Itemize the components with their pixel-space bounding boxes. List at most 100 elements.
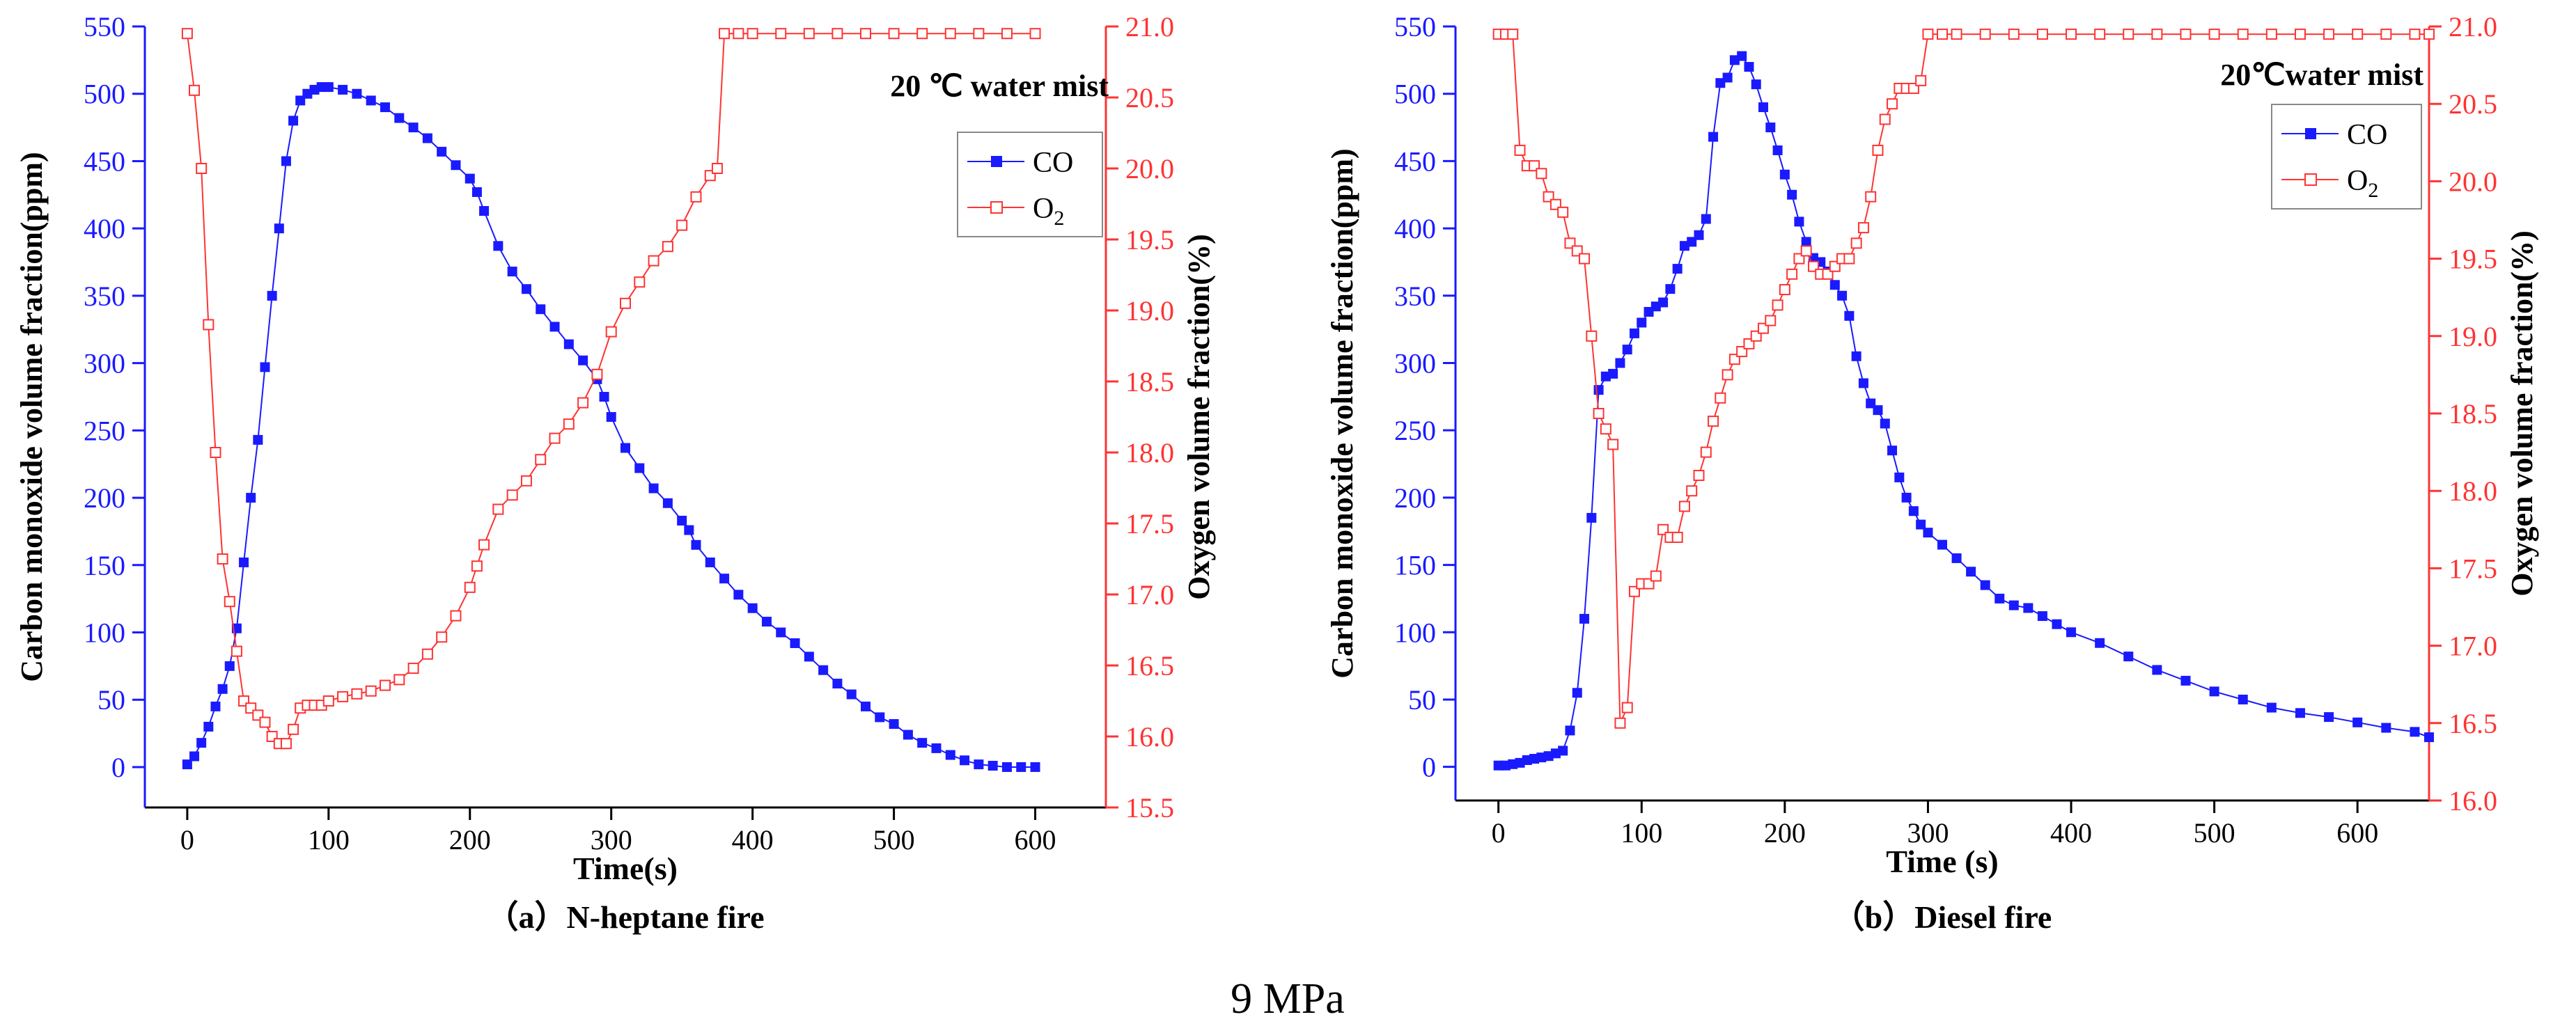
o2-point xyxy=(203,319,214,331)
o2-point xyxy=(747,28,758,40)
co-point xyxy=(804,652,814,662)
o2-line xyxy=(186,33,1036,745)
y-tick-label: 500 xyxy=(84,79,125,110)
y2-tick-label: 15.5 xyxy=(1125,792,1174,823)
co-point xyxy=(196,738,207,748)
y-tick-label: 150 xyxy=(84,550,125,581)
y2-tick-label: 18.0 xyxy=(1125,437,1174,468)
co-point xyxy=(1030,762,1040,772)
o2-point xyxy=(2151,29,2163,40)
co-point xyxy=(451,160,461,171)
o2-point xyxy=(393,674,405,686)
co-point xyxy=(2095,638,2105,648)
co-point xyxy=(521,284,531,294)
o2-point xyxy=(1843,253,1855,265)
o2-point xyxy=(322,695,334,707)
o2-point xyxy=(288,723,299,735)
co-point xyxy=(1608,368,1618,379)
o2-point xyxy=(563,418,575,430)
co-point xyxy=(1772,145,1783,155)
y-tick-label: 100 xyxy=(84,617,125,649)
o2-point xyxy=(450,610,462,622)
o2-point xyxy=(2036,29,2048,40)
y-tick-label: 550 xyxy=(1394,11,1436,42)
co-point xyxy=(2123,652,2134,662)
o2-point xyxy=(1879,113,1891,125)
o2-point xyxy=(1857,222,1869,234)
co-point xyxy=(634,463,645,473)
y-tick-label: 400 xyxy=(84,213,125,244)
o2-point xyxy=(1621,702,1633,713)
y2-tick-label: 19.5 xyxy=(2449,244,2497,275)
co-point xyxy=(719,574,730,584)
o2-point xyxy=(2323,29,2335,40)
o2-point xyxy=(1937,29,1948,40)
co-point xyxy=(2052,619,2062,629)
y-tick-label: 0 xyxy=(111,752,125,783)
legend-box xyxy=(957,132,1103,237)
y-tick-label: 450 xyxy=(84,145,125,177)
o2-point xyxy=(224,596,235,608)
co-point xyxy=(288,116,299,126)
x-tick-label: 500 xyxy=(2194,817,2235,849)
co-point xyxy=(1665,284,1676,294)
o2-point xyxy=(259,716,271,728)
y-tick-label: 400 xyxy=(1394,213,1436,244)
y-axis-right-label: Oxygen volume fraction(%) xyxy=(2505,230,2539,596)
o2-point xyxy=(1536,168,1547,180)
o2-point xyxy=(1557,206,1569,218)
co-point xyxy=(493,241,504,251)
co-point xyxy=(1593,385,1604,395)
o2-point xyxy=(1922,29,1934,40)
co-point xyxy=(1937,539,1947,550)
co-point xyxy=(1722,72,1733,83)
y2-tick-label: 17.0 xyxy=(1125,579,1174,610)
x-tick-label: 0 xyxy=(180,824,194,855)
co-point xyxy=(960,755,970,766)
co-point xyxy=(1837,290,1848,301)
legend-label-o2: O2 xyxy=(2347,165,2378,202)
co-point xyxy=(246,493,256,503)
o2-point xyxy=(676,219,688,231)
y-tick-label: 200 xyxy=(84,482,125,514)
o2-point xyxy=(1579,253,1591,265)
co-point xyxy=(620,443,630,453)
o2-point xyxy=(231,645,242,657)
o2-point xyxy=(1607,439,1619,450)
legend-label-co: CO xyxy=(2347,119,2387,151)
y2-tick-label: 16.0 xyxy=(2449,785,2497,817)
legend-marker-co xyxy=(991,156,1002,167)
co-point xyxy=(224,661,235,671)
co-point xyxy=(210,701,221,711)
co-point xyxy=(846,689,857,700)
y2-tick-label: 16.5 xyxy=(1125,650,1174,681)
o2-point xyxy=(577,397,589,409)
o2-point xyxy=(1715,392,1726,404)
o2-point xyxy=(471,560,483,572)
co-point xyxy=(1637,317,1647,328)
co-point xyxy=(1658,297,1669,308)
co-point xyxy=(648,483,659,494)
co-point xyxy=(1923,528,1933,538)
co-point xyxy=(2324,712,2334,723)
legend-label-co: CO xyxy=(1033,147,1073,179)
o2-point xyxy=(2265,29,2277,40)
co-point xyxy=(1787,189,1797,200)
y-axis-right-label: Oxygen volume fraction(%) xyxy=(1182,234,1216,599)
o2-point xyxy=(733,28,744,40)
co-point xyxy=(1801,237,1811,247)
panel-caption: （b）Diesel fire xyxy=(1833,899,2052,935)
co-point xyxy=(182,759,192,770)
co-point xyxy=(1916,519,1926,530)
x-tick-label: 200 xyxy=(1764,817,1806,849)
co-point xyxy=(1701,214,1711,224)
y-tick-label: 350 xyxy=(84,281,125,312)
co-point xyxy=(422,133,432,143)
o2-point xyxy=(210,447,221,458)
o2-point xyxy=(196,163,208,174)
y2-tick-label: 20.0 xyxy=(1125,153,1174,184)
y-tick-label: 300 xyxy=(1394,347,1436,379)
o2-point xyxy=(719,28,731,40)
y2-tick-label: 18.5 xyxy=(1125,366,1174,397)
o2-point xyxy=(2380,29,2392,40)
